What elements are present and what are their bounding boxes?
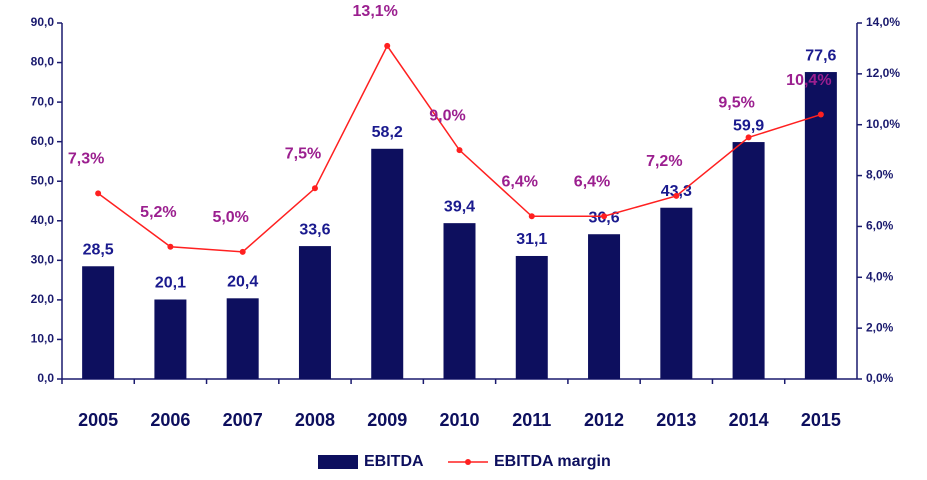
- bar: [804, 72, 837, 379]
- line-value-label: 5,2%: [140, 204, 176, 221]
- y-tick-label: 90,0: [31, 15, 55, 29]
- bar: [443, 223, 476, 379]
- line-value-label: 7,5%: [285, 146, 321, 163]
- x-tick-label: 2007: [223, 410, 263, 430]
- line-point: [95, 190, 102, 197]
- bar-value-label: 77,6: [805, 47, 836, 64]
- bar: [226, 298, 259, 379]
- line-point: [601, 213, 608, 220]
- x-tick-label: 2010: [439, 410, 479, 430]
- bar-value-label: 33,6: [299, 221, 330, 238]
- x-tick-label: 2014: [729, 410, 769, 430]
- line-value-label: 13,1%: [353, 3, 398, 20]
- bar: [660, 207, 693, 379]
- bar: [371, 148, 404, 379]
- bar-value-label: 43,3: [661, 183, 692, 200]
- bar-value-label: 20,1: [155, 275, 186, 292]
- x-tick-label: 2013: [656, 410, 696, 430]
- line-value-label: 9,0%: [429, 107, 465, 124]
- x-tick-label: 2011: [512, 410, 551, 430]
- x-tick-label: 2006: [150, 410, 190, 430]
- y2-tick-label: 10,0%: [866, 117, 900, 131]
- y2-tick-label: 0,0%: [866, 371, 894, 385]
- bar: [154, 299, 187, 379]
- bar-value-label: 58,2: [372, 124, 403, 141]
- y2-tick-label: 2,0%: [866, 320, 894, 334]
- y-tick-label: 60,0: [31, 134, 55, 148]
- y-tick-label: 80,0: [31, 55, 55, 69]
- line-value-label: 10,4%: [786, 72, 831, 89]
- y2-tick-label: 4,0%: [866, 269, 894, 283]
- line-point: [239, 248, 246, 255]
- bar-value-label: 28,5: [83, 241, 114, 258]
- bar: [588, 234, 621, 379]
- bar: [82, 266, 115, 379]
- x-tick-label: 2008: [295, 410, 335, 430]
- bar: [515, 255, 548, 379]
- line-point: [456, 147, 463, 154]
- line-point: [384, 42, 391, 49]
- line-value-label: 5,0%: [212, 209, 248, 226]
- x-tick-label: 2009: [367, 410, 407, 430]
- y-tick-label: 20,0: [31, 292, 55, 306]
- bar-value-label: 31,1: [516, 231, 547, 248]
- bar: [732, 142, 765, 379]
- legend-swatch: [318, 455, 358, 469]
- y2-tick-label: 12,0%: [866, 66, 900, 80]
- line-point: [167, 243, 174, 250]
- y-tick-label: 10,0: [31, 332, 55, 346]
- line-point: [311, 185, 318, 192]
- bar: [298, 246, 331, 379]
- y2-tick-label: 8,0%: [866, 168, 894, 182]
- legend-marker: [465, 459, 471, 465]
- line-value-label: 9,5%: [718, 95, 754, 112]
- legend-label: EBITDA margin: [494, 453, 611, 470]
- y-tick-label: 70,0: [31, 94, 55, 108]
- legend-label: EBITDA: [364, 453, 424, 470]
- bar-value-label: 59,9: [733, 117, 764, 134]
- bar-value-label: 20,4: [227, 274, 258, 291]
- x-tick-label: 2012: [584, 410, 624, 430]
- line-point: [817, 111, 824, 118]
- line-point: [528, 213, 535, 220]
- y-tick-label: 0,0: [37, 371, 54, 385]
- line-point: [745, 134, 752, 141]
- x-tick-label: 2015: [801, 410, 841, 430]
- line-value-label: 7,3%: [68, 151, 104, 168]
- y-tick-label: 30,0: [31, 253, 55, 267]
- x-tick-label: 2005: [78, 410, 118, 430]
- y-tick-label: 50,0: [31, 173, 55, 187]
- y-tick-label: 40,0: [31, 213, 55, 227]
- line-value-label: 7,2%: [646, 153, 682, 170]
- line-value-label: 6,4%: [502, 173, 538, 190]
- line-point: [673, 192, 680, 199]
- line-value-label: 6,4%: [574, 173, 610, 190]
- y2-tick-label: 14,0%: [866, 15, 900, 29]
- y2-tick-label: 6,0%: [866, 219, 894, 233]
- bar-value-label: 39,4: [444, 198, 475, 215]
